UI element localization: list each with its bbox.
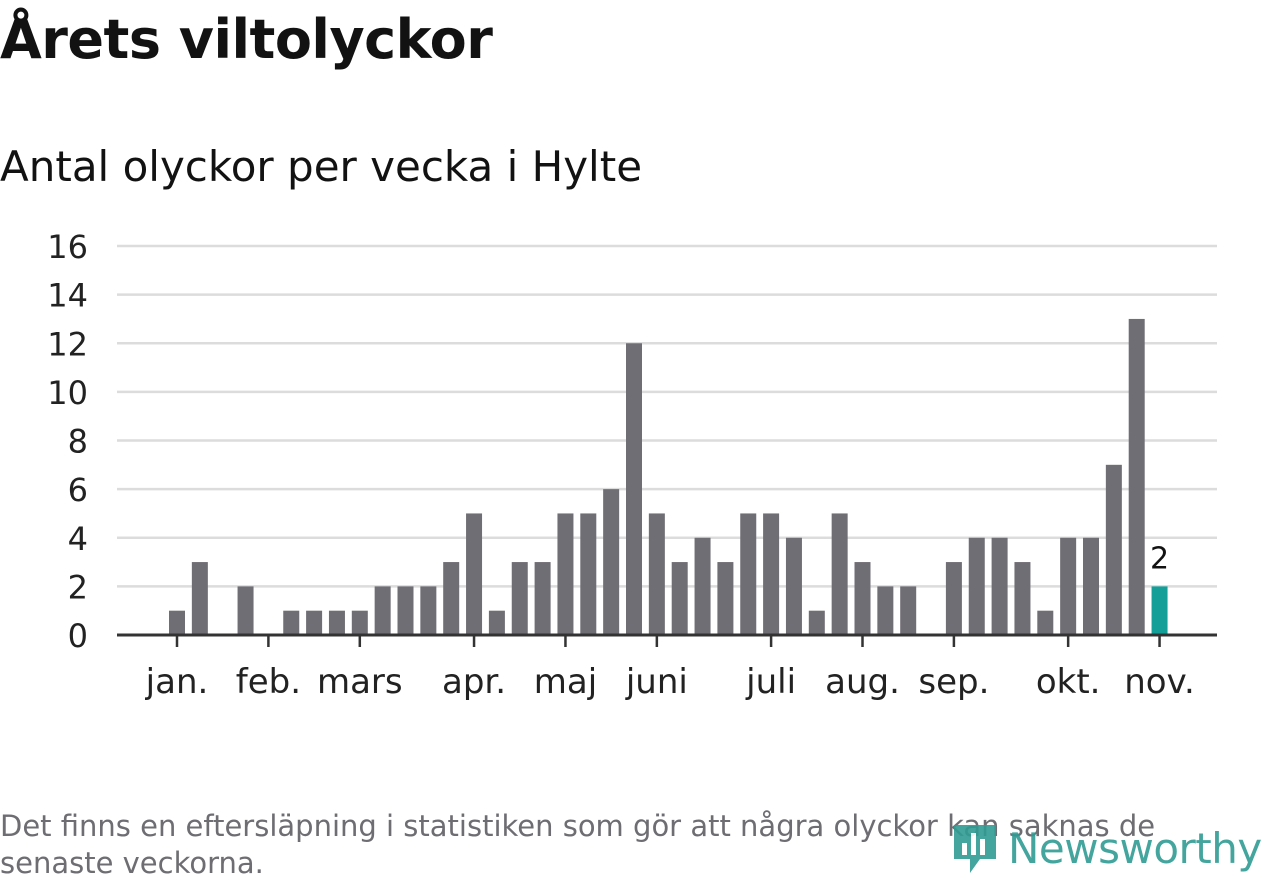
x-tick-label: feb. xyxy=(236,662,301,702)
bar-chart: 0 2 4 6 8 10 12 14 16 2 jan. feb. mars apr. maj juni jul… xyxy=(47,228,1217,702)
bar xyxy=(1105,464,1122,635)
bar xyxy=(191,562,208,635)
bar xyxy=(854,562,871,635)
axes: 0 2 4 6 8 10 12 14 16 2 jan. feb. mars apr. maj juni jul… xyxy=(47,228,1217,702)
bar xyxy=(763,513,780,635)
x-tick-label: nov. xyxy=(1124,662,1195,702)
x-tick-label: juli xyxy=(745,662,796,702)
bar xyxy=(626,343,642,635)
bar xyxy=(717,562,734,635)
bar xyxy=(694,537,711,635)
bar xyxy=(1014,562,1031,635)
y-tick-label: 2 xyxy=(68,568,88,606)
bar xyxy=(488,610,505,635)
bar xyxy=(306,610,323,635)
newsworthy-logo-text: Newsworthy xyxy=(1008,823,1262,873)
y-tick-label: 8 xyxy=(68,423,88,461)
bar xyxy=(374,586,391,635)
x-tick-label: mars xyxy=(317,662,403,702)
bars xyxy=(169,318,1168,635)
bar xyxy=(283,610,300,635)
bar xyxy=(1083,537,1099,635)
bar xyxy=(237,586,254,635)
newsworthy-logo: Newsworthy xyxy=(950,818,1262,878)
bar xyxy=(740,513,757,635)
x-tick-label: apr. xyxy=(442,662,506,702)
x-tick-label: maj xyxy=(534,662,597,702)
bar xyxy=(511,562,528,635)
bar xyxy=(466,513,483,635)
y-tick-label: 0 xyxy=(68,617,88,655)
y-tick-label: 10 xyxy=(47,374,88,412)
x-tick-label: aug. xyxy=(825,662,900,702)
bar xyxy=(603,489,620,635)
bar xyxy=(877,586,894,635)
bar xyxy=(169,610,185,635)
bar xyxy=(831,513,848,635)
y-tick-label: 16 xyxy=(47,228,88,266)
bar xyxy=(443,562,460,635)
bar-highlight xyxy=(1151,586,1168,635)
bar xyxy=(351,610,368,635)
chart-title: Årets viltolyckor xyxy=(0,8,493,71)
y-tick-label: 6 xyxy=(68,471,88,509)
x-tick-label: juni xyxy=(625,662,688,702)
bar xyxy=(785,537,802,635)
chart-subtitle: Antal olyckor per vecka i Hylte xyxy=(0,142,643,191)
bar xyxy=(1060,537,1077,635)
newsworthy-logo-icon xyxy=(954,825,996,873)
bar xyxy=(328,610,345,635)
bar xyxy=(557,513,574,635)
bar xyxy=(991,537,1008,635)
bar xyxy=(900,586,917,635)
x-tick-label: okt. xyxy=(1036,662,1101,702)
y-tick-label: 12 xyxy=(47,325,88,363)
bar xyxy=(1037,610,1054,635)
bar xyxy=(580,513,597,635)
bar xyxy=(808,610,825,635)
bar-value-label: 2 xyxy=(1150,541,1169,576)
x-tick-label: jan. xyxy=(145,662,209,702)
bar xyxy=(397,586,414,635)
bar xyxy=(648,513,665,635)
y-tick-label: 14 xyxy=(47,277,88,315)
bar xyxy=(1128,318,1145,635)
y-tick-label: 4 xyxy=(68,520,88,558)
bar xyxy=(534,562,551,635)
bar xyxy=(968,537,985,635)
bar xyxy=(671,562,688,635)
bar xyxy=(420,586,437,635)
bar xyxy=(945,562,962,635)
grid-lines xyxy=(117,244,1217,588)
x-tick-label: sep. xyxy=(918,662,989,702)
